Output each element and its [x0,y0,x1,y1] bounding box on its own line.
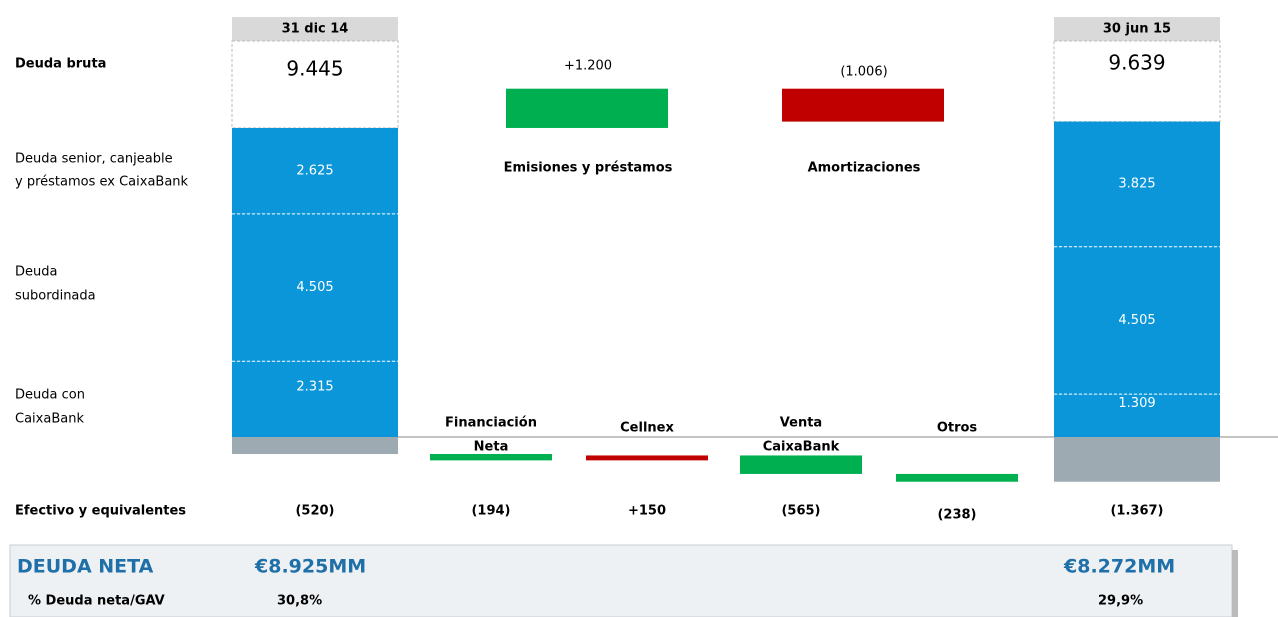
row-label: Deuda senior, canjeable [15,152,173,167]
row-label: Deuda bruta [15,57,106,72]
cash-flow-name: Cellnex [620,421,674,436]
column-header: 30 jun 15 [1103,22,1171,37]
debt-segment [232,213,398,362]
segment-label: 4.505 [1118,313,1155,328]
row-label: subordinada [15,289,96,304]
cash-flow-bar [896,473,1018,482]
column-header: 31 dic 14 [282,22,349,37]
ltv-start: 30,8% [277,594,322,609]
cash-flow-name: CaixaBank [763,440,840,455]
debt-segment [232,127,398,214]
ltv-title: % Deuda neta/GAV [28,594,165,609]
debt-segment [1054,246,1220,395]
cash-flow-bar [586,455,708,461]
segment-label: 2.625 [296,163,333,178]
net-debt-title: DEUDA NETA [17,556,154,578]
debt-flow-name: Amortizaciones [808,161,921,176]
cash-bar [1054,437,1220,482]
debt-flow-name: Emisiones y préstamos [504,161,673,176]
cash-flow-value: (238) [937,508,976,523]
row-label: Deuda [15,265,57,280]
debt-flow-value: (1.006) [840,65,887,80]
header-box [1054,17,1220,41]
gross-box [231,40,399,129]
gross-value: 9.445 [286,57,343,81]
cash-flow-value: (565) [781,504,820,519]
debt-segment [232,361,398,437]
net-debt-start: €8.925MM [254,556,366,578]
segment-label: 1.309 [1118,396,1155,411]
net-debt-box [9,544,1233,617]
gross-value: 9.639 [1108,51,1165,75]
segment-label: 4.505 [296,280,333,295]
debt-segment [1054,121,1220,247]
cash-flow-bar [740,455,862,474]
segment-label: 3.825 [1118,177,1155,192]
gross-box [1053,40,1221,123]
row-label: CaixaBank [15,412,84,427]
debt-flow-bar [506,88,668,128]
net-debt-end: €8.272MM [1063,556,1175,578]
debt-flow-value: +1.200 [564,59,612,74]
debt-segment [1054,394,1220,437]
cash-flow-name: Financiación [445,416,537,431]
cash-flow-bar [430,454,552,461]
cash-flow-value: +150 [628,504,666,519]
cash-flow-name: Venta [780,416,822,431]
cash-flow-name: Neta [474,440,509,455]
segment-label: 2.315 [296,380,333,395]
row-label: y préstamos ex CaixaBank [15,175,189,190]
box-shadow [1232,550,1238,617]
header-box [232,17,398,41]
cash-value: (1.367) [1110,504,1163,519]
debt-flow-bar [782,88,944,122]
cash-bar [232,437,398,455]
cash-flow-name: Otros [937,421,978,436]
row-label: Deuda con [15,388,85,403]
ltv-end: 29,9% [1098,594,1143,609]
row-label: Efectivo y equivalentes [15,504,186,519]
cash-value: (520) [295,504,334,519]
cash-flow-value: (194) [471,504,510,519]
